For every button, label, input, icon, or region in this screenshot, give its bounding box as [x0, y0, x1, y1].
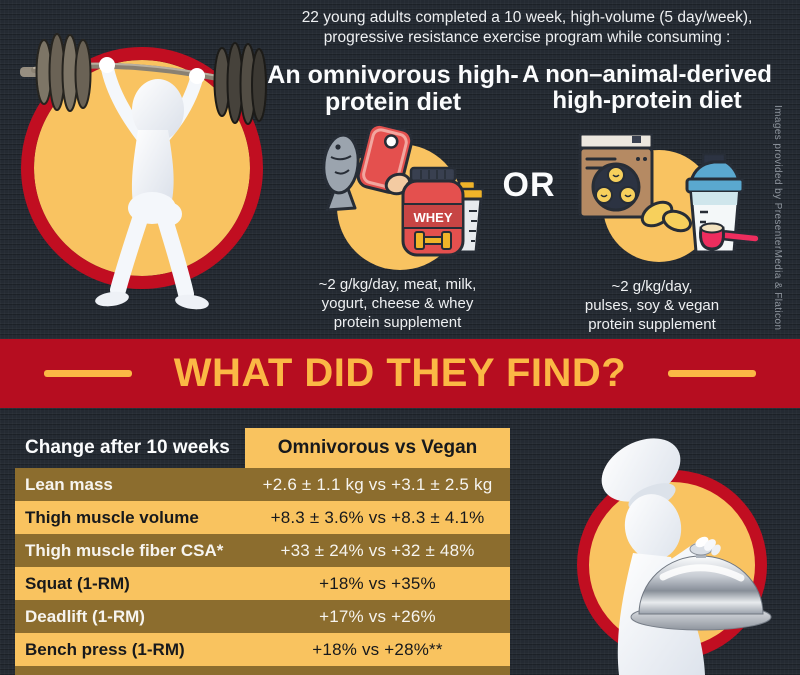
chef-fingers [695, 536, 721, 556]
table-row-value: +18% vs +28%** [312, 639, 443, 659]
table-row-label: Lean mass [25, 474, 113, 494]
weightlifter-3d-figure [20, 33, 267, 310]
caption-omnivorous: ~2 g/kg/day, meat, milk, yogurt, cheese … [300, 276, 495, 332]
chef-with-cloche-3d-figure [577, 438, 772, 675]
caption-omnivorous-line2: yogurt, cheese & whey [321, 294, 474, 312]
vegan-shaker-icon [685, 152, 761, 254]
table-row-value: +17% vs +26% [319, 606, 436, 626]
omnivorous-foods-icons: WHEY [322, 124, 485, 270]
diet-title-vegan: A non–animal-derived high-protein diet [512, 62, 782, 114]
table-row-label: Squat (1-RM) [25, 573, 130, 593]
caption-omnivorous-line3: protein supplement [333, 313, 462, 331]
whey-jar-icon: WHEY [401, 166, 465, 257]
results-table: Change after 10 weeks Omnivorous vs Vega… [15, 428, 510, 666]
caption-vegan-line1: ~2 g/kg/day, [611, 278, 693, 295]
table-row: Deadlift (1-RM) +17% vs +26% [15, 600, 510, 633]
chef-head [624, 494, 682, 560]
dumbbell-glyph [414, 231, 452, 250]
barbell-icon [20, 33, 267, 125]
fish-icon [322, 133, 360, 212]
results-table-header: Change after 10 weeks Omnivorous vs Vega… [15, 428, 510, 468]
header-comparison-label: Omnivorous vs Vegan [245, 428, 510, 468]
table-row: Thigh muscle fiber CSA* +33 ± 24% vs +32… [15, 534, 510, 567]
table-row-partial [15, 666, 510, 675]
diet-title-omnivorous: An omnivorous high-protein diet [263, 62, 523, 116]
diet-title-omnivorous-line1: An omnivorous [267, 61, 451, 89]
diet-title-omnivorous-line2: high-protein diet [324, 61, 519, 116]
table-row-label: Thigh muscle fiber CSA* [25, 540, 224, 560]
soy-beans-icon [640, 200, 693, 233]
lifter-body [95, 57, 209, 310]
or-label: OR [502, 166, 556, 204]
intro-line-2: progressive resistance exercise program … [323, 29, 731, 47]
vegan-foods-icons [578, 132, 761, 262]
caption-vegan-line2: pulses, soy & vegan [584, 296, 720, 314]
table-row-label: Deadlift (1-RM) [25, 606, 145, 626]
table-row-value: +8.3 ± 3.6% vs +8.3 ± 4.1% [270, 507, 485, 527]
table-row-value: +18% vs +35% [319, 573, 436, 593]
table-row-label: Thigh muscle volume [25, 507, 199, 527]
findings-banner: WHAT DID THEY FIND? [0, 339, 800, 408]
results-table-body: Lean mass +2.6 ± 1.1 kg vs +3.1 ± 2.5 kg… [15, 468, 510, 666]
header-change-label: Change after 10 weeks [25, 437, 230, 458]
table-row: Thigh muscle volume +8.3 ± 3.6% vs +8.3 … [15, 501, 510, 534]
intro-line-1: 22 young adults completed a 10 week, hig… [301, 9, 753, 26]
diet-title-vegan-line2: high-protein diet [552, 86, 742, 114]
banner-dash-left [43, 370, 132, 377]
whey-label: WHEY [414, 210, 453, 225]
scoop-glyph [699, 222, 761, 251]
red-ring [21, 47, 263, 289]
table-row: Lean mass +2.6 ± 1.1 kg vs +3.1 ± 2.5 kg [15, 468, 510, 501]
image-credit: Images provided by PresenterMedia & Flat… [772, 105, 783, 331]
caption-omnivorous-line1: ~2 g/kg/day, meat, milk, [318, 276, 477, 293]
banner-title: WHAT DID THEY FIND? [173, 351, 627, 395]
caption-vegan: ~2 g/kg/day, pulses, soy & vegan protein… [567, 278, 737, 334]
caption-vegan-line3: protein supplement [588, 315, 716, 333]
pulses-bag-icon [578, 132, 654, 219]
intro-text: 22 young adults completed a 10 week, hig… [254, 8, 800, 49]
table-row: Squat (1-RM) +18% vs +35% [15, 567, 510, 600]
table-row-label: Bench press (1-RM) [25, 639, 185, 659]
table-row: Bench press (1-RM) +18% vs +28%** [15, 633, 510, 666]
banner-dash-right [668, 370, 757, 377]
table-row-value: +33 ± 24% vs +32 ± 48% [280, 540, 475, 560]
table-row-value: +2.6 ± 1.1 kg vs +3.1 ± 2.5 kg [262, 474, 493, 494]
diet-title-vegan-line1: A non–animal-derived [522, 61, 772, 88]
